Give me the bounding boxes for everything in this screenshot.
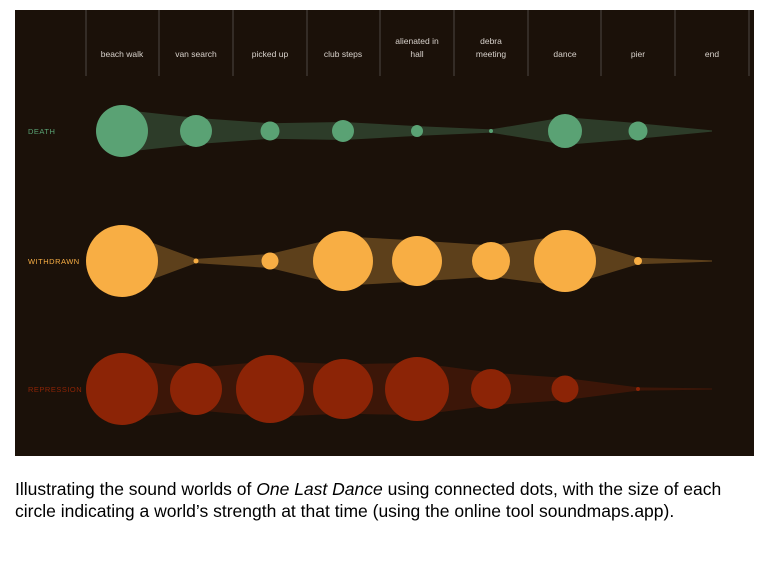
point-repression-beach-walk xyxy=(86,353,158,425)
point-death-pier xyxy=(628,121,648,141)
caption-work-title: One Last Dance xyxy=(256,479,383,499)
point-withdrawn-picked-up xyxy=(261,252,279,270)
point-repression-alienated-in-hall xyxy=(385,357,449,421)
column-header-dance: dance xyxy=(553,49,576,59)
point-death-dance xyxy=(548,114,582,148)
point-repression-dance xyxy=(551,375,579,403)
column-header-beach-walk: beach walk xyxy=(101,49,144,59)
point-death-picked-up xyxy=(260,121,280,141)
point-repression-van-search xyxy=(170,363,222,415)
point-repression-pier xyxy=(636,387,640,391)
column-header-picked-up: picked up xyxy=(252,49,289,59)
point-withdrawn-beach-walk xyxy=(86,225,158,297)
column-gridlines xyxy=(85,10,750,76)
point-repression-picked-up xyxy=(236,355,304,423)
point-death-van-search xyxy=(180,115,212,147)
row-label-death: DEATH xyxy=(28,127,55,136)
row-label-repression: REPRESSION xyxy=(28,385,82,394)
point-death-beach-walk xyxy=(96,105,148,157)
strength-circles xyxy=(86,105,648,425)
point-withdrawn-van-search xyxy=(193,258,199,264)
column-header-end: end xyxy=(705,49,719,59)
point-death-debra-meeting xyxy=(489,129,493,133)
row-label-withdrawn: WITHDRAWN xyxy=(28,257,80,266)
column-header-van-search: van search xyxy=(175,49,217,59)
point-withdrawn-dance xyxy=(534,230,596,292)
column-header-debra-meeting: debra meeting xyxy=(476,36,507,59)
point-death-alienated-in-hall xyxy=(411,125,423,137)
point-withdrawn-debra-meeting xyxy=(472,242,510,280)
column-headers: beach walk van search picked up club steps a… xyxy=(101,36,720,59)
sound-map-chart: beach walk van search picked up club steps a… xyxy=(28,10,750,425)
caption-suffix: using connected dots, with the size of e… xyxy=(15,479,722,521)
point-death-club-steps xyxy=(332,120,354,142)
caption-prefix: Illustrating the sound worlds of xyxy=(15,479,257,499)
point-repression-club-steps xyxy=(313,359,373,419)
row-labels: DEATH WITHDRAWN REPRESSION xyxy=(28,127,82,394)
point-repression-debra-meeting xyxy=(471,369,511,409)
point-withdrawn-alienated-in-hall xyxy=(392,236,442,286)
chart-figure: beach walk van search picked up club steps a… xyxy=(15,10,754,456)
point-withdrawn-club-steps xyxy=(313,231,373,291)
column-header-club-steps: club steps xyxy=(324,49,362,59)
point-withdrawn-pier xyxy=(634,257,642,265)
column-header-alienated-in-hall: alienated in hall xyxy=(395,36,439,59)
figure-caption: Illustrating the sound worlds of One Las… xyxy=(15,478,755,522)
column-header-pier: pier xyxy=(631,49,645,59)
